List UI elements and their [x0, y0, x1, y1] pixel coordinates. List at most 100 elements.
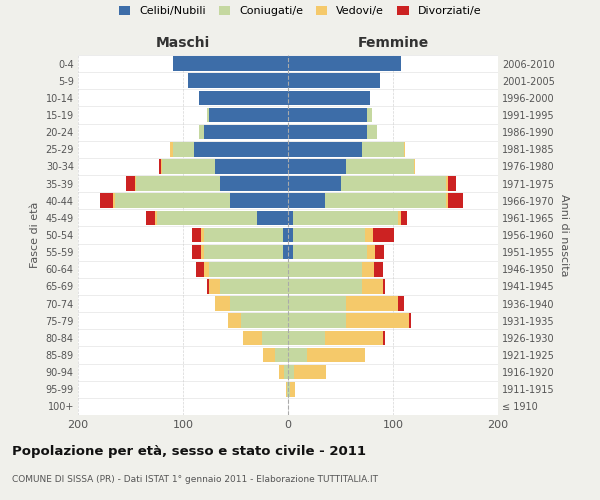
- Bar: [241, 314, 288, 328]
- Bar: [146, 210, 155, 225]
- Bar: [307, 348, 365, 362]
- Bar: [346, 314, 409, 328]
- Bar: [207, 279, 209, 293]
- Bar: [207, 108, 209, 122]
- Bar: [209, 279, 220, 293]
- Bar: [367, 245, 375, 260]
- Bar: [448, 176, 456, 191]
- Bar: [288, 108, 367, 122]
- Bar: [374, 262, 383, 276]
- Bar: [341, 176, 445, 191]
- Bar: [293, 245, 367, 260]
- Bar: [288, 279, 361, 293]
- Bar: [295, 365, 326, 380]
- Bar: [275, 348, 288, 362]
- Bar: [288, 314, 346, 328]
- Bar: [220, 176, 288, 191]
- Bar: [204, 125, 288, 140]
- Bar: [398, 296, 404, 311]
- Bar: [155, 210, 157, 225]
- Bar: [448, 194, 463, 208]
- Bar: [290, 382, 295, 396]
- Bar: [398, 210, 401, 225]
- Bar: [173, 142, 193, 156]
- Bar: [263, 348, 275, 362]
- Bar: [204, 228, 283, 242]
- Bar: [409, 314, 411, 328]
- Bar: [288, 228, 293, 242]
- Bar: [445, 194, 448, 208]
- Bar: [230, 296, 288, 311]
- Bar: [170, 142, 173, 156]
- Bar: [220, 279, 288, 293]
- Bar: [283, 228, 288, 242]
- Bar: [288, 90, 370, 105]
- Bar: [288, 210, 293, 225]
- Bar: [228, 314, 241, 328]
- Bar: [361, 142, 404, 156]
- Bar: [284, 365, 288, 380]
- Bar: [288, 56, 401, 71]
- Bar: [157, 210, 257, 225]
- Bar: [288, 194, 325, 208]
- Bar: [288, 330, 325, 345]
- Bar: [325, 330, 383, 345]
- Bar: [283, 245, 288, 260]
- Bar: [134, 176, 136, 191]
- Bar: [126, 176, 134, 191]
- Bar: [204, 245, 283, 260]
- Bar: [367, 108, 372, 122]
- Bar: [257, 210, 288, 225]
- Bar: [288, 296, 346, 311]
- Text: Maschi: Maschi: [156, 36, 210, 50]
- Bar: [414, 159, 415, 174]
- Bar: [136, 176, 220, 191]
- Bar: [288, 74, 380, 88]
- Bar: [361, 279, 383, 293]
- Bar: [230, 194, 288, 208]
- Legend: Celibi/Nubili, Coniugati/e, Vedovi/e, Divorziati/e: Celibi/Nubili, Coniugati/e, Vedovi/e, Di…: [119, 6, 481, 16]
- Bar: [373, 228, 394, 242]
- Text: Femmine: Femmine: [358, 36, 428, 50]
- Bar: [383, 330, 385, 345]
- Bar: [288, 142, 361, 156]
- Bar: [288, 159, 346, 174]
- Bar: [162, 159, 215, 174]
- Bar: [262, 330, 288, 345]
- Bar: [100, 194, 113, 208]
- Bar: [287, 382, 288, 396]
- Bar: [215, 159, 288, 174]
- Bar: [445, 176, 448, 191]
- Bar: [288, 176, 341, 191]
- Bar: [196, 262, 204, 276]
- Text: COMUNE DI SISSA (PR) - Dati ISTAT 1° gennaio 2011 - Elaborazione TUTTITALIA.IT: COMUNE DI SISSA (PR) - Dati ISTAT 1° gen…: [12, 475, 378, 484]
- Bar: [199, 125, 204, 140]
- Bar: [293, 228, 365, 242]
- Bar: [288, 125, 367, 140]
- Bar: [288, 245, 293, 260]
- Bar: [188, 74, 288, 88]
- Bar: [288, 365, 295, 380]
- Bar: [346, 159, 414, 174]
- Bar: [383, 279, 385, 293]
- Bar: [361, 262, 374, 276]
- Bar: [325, 194, 445, 208]
- Bar: [288, 262, 361, 276]
- Bar: [199, 90, 288, 105]
- Bar: [401, 210, 407, 225]
- Bar: [375, 245, 383, 260]
- Bar: [293, 210, 398, 225]
- Bar: [215, 296, 230, 311]
- Bar: [115, 194, 230, 208]
- Bar: [367, 125, 377, 140]
- Bar: [161, 159, 162, 174]
- Bar: [286, 382, 287, 396]
- Bar: [243, 330, 262, 345]
- Bar: [113, 194, 115, 208]
- Bar: [365, 228, 373, 242]
- Bar: [159, 159, 161, 174]
- Bar: [193, 142, 288, 156]
- Bar: [201, 228, 204, 242]
- Bar: [173, 56, 288, 71]
- Bar: [204, 262, 209, 276]
